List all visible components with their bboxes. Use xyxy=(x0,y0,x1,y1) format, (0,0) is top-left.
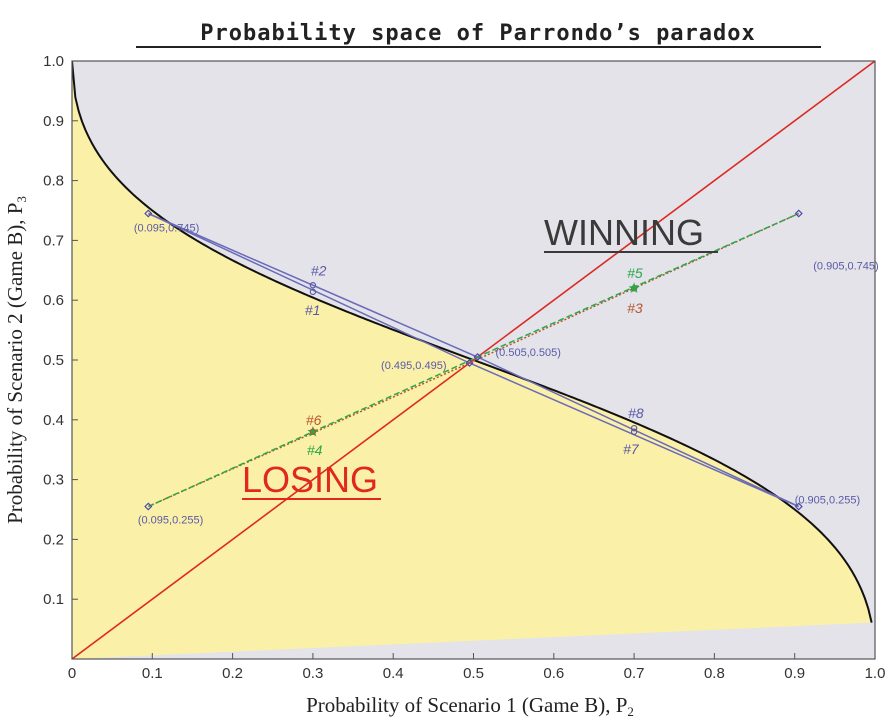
x-tick-label: 0.1 xyxy=(142,665,163,682)
marker-label: #8 xyxy=(628,405,644,421)
marker-labels: #1 #2 #3 #4 #5 #6 #7 #8 xyxy=(305,262,644,458)
x-axis-label: Probability of Scenario 1 (Game B), P2 xyxy=(306,693,634,719)
x-tick-label: 1.0 xyxy=(865,665,886,682)
marker-dot-1 xyxy=(309,288,317,296)
y-tick-label: 0.6 xyxy=(43,292,64,309)
y-tick-label: 0.7 xyxy=(43,232,64,249)
tick-layer: 0 0.1 0.2 0.3 0.4 0.5 0.6 0.7 0.8 0.9 1.0 0.1 0.2 0.3… xyxy=(43,53,885,682)
series-line-2 xyxy=(147,212,799,508)
marker-dot-2 xyxy=(309,282,317,289)
marker-label: #4 xyxy=(307,442,323,458)
x-axis-label-text: Probability of Scenario 1 (Game B), P xyxy=(306,693,627,717)
data-point-5 xyxy=(144,502,153,511)
series-layer xyxy=(147,212,800,508)
y-tick-label: 0.3 xyxy=(43,472,64,489)
data-point-3 xyxy=(465,358,474,368)
series-line-4 xyxy=(147,212,800,508)
x-tick-label: 0.2 xyxy=(222,665,243,682)
y-tick-label: 0.1 xyxy=(43,591,64,608)
y-axis-label-text: Probability of Scenario 2 (Game B), P xyxy=(3,203,27,524)
marker-star-4 xyxy=(307,426,319,437)
point-label: (0.505,0.505) xyxy=(496,347,561,359)
marker-label: #3 xyxy=(627,300,643,316)
point-label: (0.905,0.255) xyxy=(795,495,860,507)
x-tick-label: 0.5 xyxy=(463,665,484,682)
marker-dot-7 xyxy=(630,428,638,435)
point-labels: (0.095,0.745) (0.905,0.745) (0.495,0.495) (… xyxy=(134,222,879,526)
y-axis-label: Probability of Scenario 2 (Game B), P3 xyxy=(3,196,29,524)
losing-label: LOSING xyxy=(242,459,378,500)
data-point-2 xyxy=(794,209,803,218)
y-tick-label: 0.2 xyxy=(43,531,64,548)
y-tick-label: 0.4 xyxy=(43,412,64,429)
data-point-6 xyxy=(794,502,803,511)
y-tick-label: 1.0 xyxy=(43,53,64,70)
x-tick-label: 0.4 xyxy=(383,665,404,682)
winning-label: WINNING xyxy=(544,212,704,253)
marker-label: #6 xyxy=(306,412,322,428)
x-axis-label-sub: 2 xyxy=(627,704,634,719)
x-tick-label: 0.7 xyxy=(624,665,645,682)
diagonal-line xyxy=(72,61,875,659)
x-tick-label: 0.9 xyxy=(784,665,805,682)
y-tick-label: 0.8 xyxy=(43,173,64,190)
data-point-4 xyxy=(473,352,482,362)
marker-label: #7 xyxy=(623,441,640,457)
marker-dot-6 xyxy=(309,428,317,435)
y-axis-label-sub: 3 xyxy=(14,196,29,203)
point-label: (0.095,0.255) xyxy=(138,515,203,527)
x-tick-label: 0.6 xyxy=(543,665,564,682)
point-label: (0.495,0.495) xyxy=(381,360,446,372)
marker-label: #5 xyxy=(627,265,643,281)
point-label: (0.095,0.745) xyxy=(134,222,199,234)
chart-title: Probability space of Parrondo’s paradox xyxy=(200,21,756,46)
x-tick-label: 0.8 xyxy=(704,665,725,682)
y-tick-label: 0.9 xyxy=(43,113,64,130)
x-tick-label: 0 xyxy=(68,665,76,682)
marker-star-5 xyxy=(628,282,640,293)
data-point-1 xyxy=(144,209,153,218)
x-tick-label: 0.3 xyxy=(302,665,323,682)
marker-dot-8 xyxy=(630,424,638,432)
marker-label: #2 xyxy=(311,262,327,278)
marker-label: #1 xyxy=(305,302,321,318)
y-tick-label: 0.5 xyxy=(43,352,64,369)
points-layer xyxy=(144,209,803,511)
point-label: (0.905,0.745) xyxy=(813,260,878,272)
